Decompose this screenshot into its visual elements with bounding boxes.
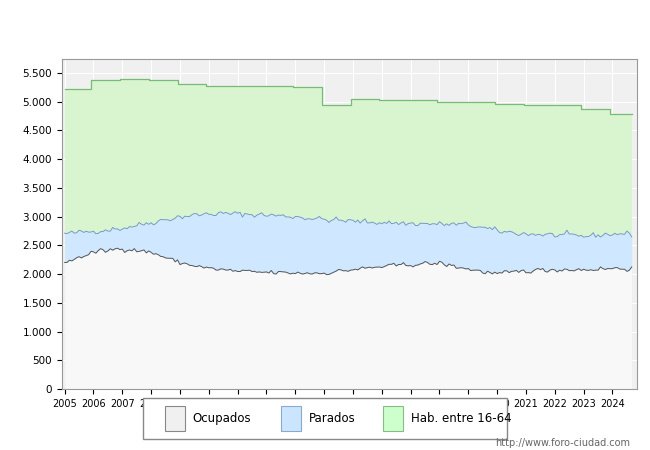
Text: Azuaga - Evolucion de la poblacion en edad de Trabajar Septiembre de 2024: Azuaga - Evolucion de la poblacion en ed… xyxy=(80,18,570,31)
Text: Hab. entre 16-64: Hab. entre 16-64 xyxy=(411,412,511,425)
Text: Ocupados: Ocupados xyxy=(192,412,251,425)
Text: Parados: Parados xyxy=(309,412,356,425)
Bar xyxy=(165,406,185,431)
Text: http://www.foro-ciudad.com: http://www.foro-ciudad.com xyxy=(495,438,630,448)
Bar xyxy=(384,406,403,431)
Bar xyxy=(281,406,302,431)
FancyBboxPatch shape xyxy=(143,398,507,439)
